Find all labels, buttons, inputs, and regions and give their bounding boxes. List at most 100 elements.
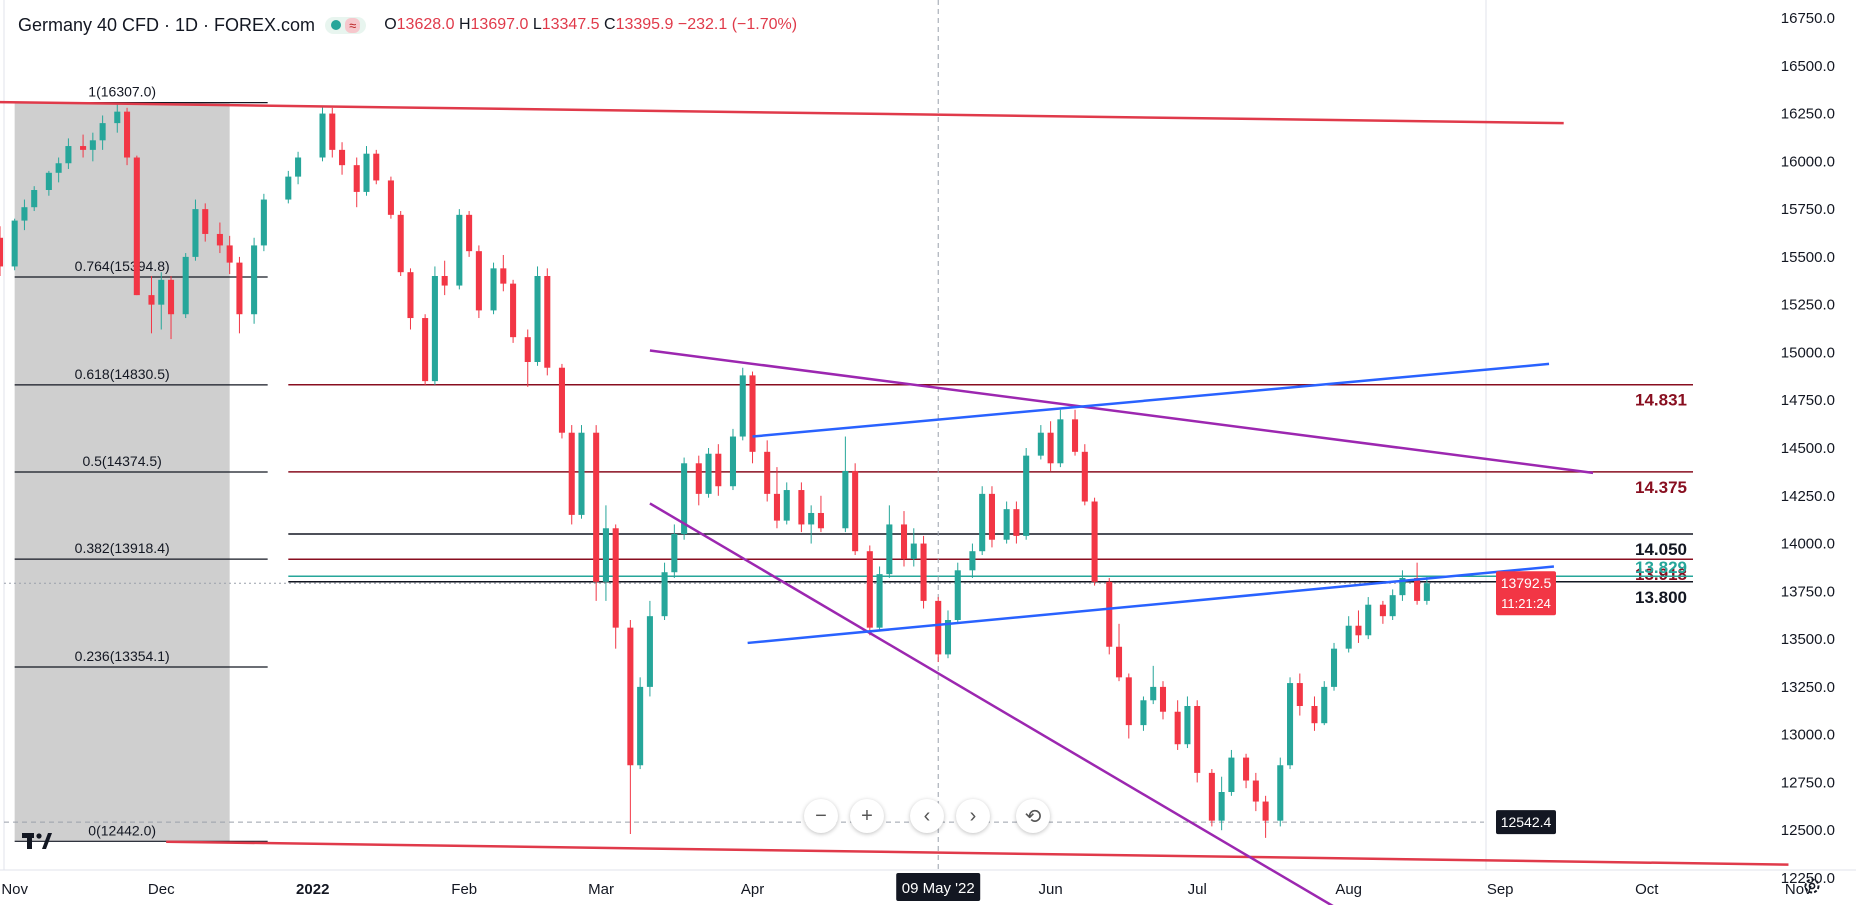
candle-body	[1296, 683, 1303, 706]
candle-body	[167, 279, 175, 315]
zoom-out-button[interactable]: −	[804, 799, 838, 833]
y-tick-label: 12500.0	[1781, 822, 1835, 839]
y-tick-label: 13250.0	[1781, 679, 1835, 696]
chart-navigation: − + ‹ › ⟲	[804, 799, 1050, 833]
candle-body	[192, 209, 199, 257]
candle-body	[226, 245, 233, 263]
candle-body	[1081, 451, 1088, 502]
horizontal-level-label: 13.829	[1635, 558, 1687, 577]
horizontal-level-label: 14.050	[1635, 540, 1687, 559]
candle-body	[319, 113, 326, 158]
candle-body	[1262, 801, 1269, 821]
candle-body	[671, 534, 678, 573]
candle-body	[1057, 419, 1064, 464]
candle-body	[749, 375, 756, 452]
last-price-tag	[1496, 571, 1556, 616]
trend-line	[649, 502, 1334, 905]
scroll-left-button[interactable]: ‹	[910, 799, 944, 833]
candle-body	[89, 140, 96, 150]
gear-icon[interactable]	[1802, 876, 1822, 901]
candle-body	[739, 375, 746, 437]
candle-body	[80, 146, 87, 150]
candle-body	[373, 153, 380, 181]
crosshair-date-tag	[896, 873, 981, 901]
candle-body	[148, 295, 155, 305]
candle-body	[500, 268, 507, 284]
candle-body	[944, 620, 952, 655]
candle-body	[695, 463, 702, 494]
candle-body	[45, 172, 52, 190]
x-tick-label: Oct	[1635, 881, 1659, 898]
candle-body	[681, 463, 688, 534]
tradingview-logo-icon[interactable]	[22, 833, 52, 856]
candle-body	[1194, 706, 1201, 773]
instrument-title[interactable]: Germany 40 CFD · 1D · FOREX.com	[18, 14, 316, 35]
crosshair-price-label: 12542.4	[1501, 814, 1552, 830]
approx-icon: ≈	[345, 17, 361, 33]
close-value: 13395.9	[615, 16, 674, 33]
candle-body	[1174, 711, 1181, 745]
zoom-in-button[interactable]: +	[850, 799, 884, 833]
horizontal-level-label: 14.375	[1635, 478, 1687, 497]
candle-body	[21, 207, 28, 221]
candle-body	[422, 318, 429, 382]
y-tick-label: 14500.0	[1781, 440, 1835, 457]
fibonacci-level-label: 0.236(13354.1)	[75, 648, 170, 664]
fibonacci-level-label: 0.5(14374.5)	[82, 453, 161, 469]
candle-body	[1159, 686, 1167, 712]
candle-body	[1218, 792, 1225, 821]
horizontal-level-label: 13.918	[1635, 565, 1687, 584]
reset-chart-button[interactable]: ⟲	[1016, 799, 1050, 833]
y-tick-label: 14250.0	[1781, 488, 1835, 505]
candle-body	[988, 493, 995, 540]
candle-body	[1037, 432, 1044, 456]
change-value: −232.1 (−1.70%)	[677, 16, 798, 33]
y-tick-label: 13750.0	[1781, 583, 1835, 600]
candle-body	[773, 493, 780, 521]
candle-body	[1399, 577, 1406, 596]
candle-body	[568, 432, 575, 515]
candle-body	[1072, 419, 1079, 452]
candle-body	[65, 146, 72, 164]
x-tick-label: Sep	[1487, 881, 1514, 898]
candle-body	[1311, 706, 1318, 724]
candle-body	[558, 367, 565, 433]
candle-body	[1355, 625, 1362, 636]
high-value: 13697.0	[470, 16, 529, 33]
candlesticks	[0, 102, 1430, 838]
candle-body	[1047, 432, 1054, 464]
x-tick-label: Dec	[148, 881, 175, 898]
candle-body	[431, 276, 438, 382]
candle-body	[715, 453, 722, 487]
candle-body	[817, 512, 824, 529]
x-tick-label: Jun	[1039, 881, 1063, 898]
y-tick-label: 12750.0	[1781, 774, 1835, 791]
y-tick-label: 13500.0	[1781, 631, 1835, 648]
candle-body	[11, 220, 18, 267]
y-tick-label: 14750.0	[1781, 392, 1835, 409]
x-tick-label: 2022	[296, 881, 329, 898]
candle-body	[1423, 583, 1430, 601]
candle-body	[1023, 455, 1030, 536]
candle-body	[1013, 509, 1020, 536]
horizontal-level-label: 13.800	[1635, 588, 1687, 607]
candle-body	[798, 490, 805, 525]
fibonacci-level-label: 0.764(15394.8)	[75, 258, 170, 274]
horizontal-level-label: 14.831	[1635, 391, 1687, 410]
candle-body	[1287, 683, 1294, 766]
candle-body	[1321, 686, 1328, 724]
candle-body	[397, 214, 404, 273]
candle-body	[490, 268, 497, 311]
candle-body	[578, 432, 585, 515]
status-badge[interactable]: ≈	[325, 16, 367, 34]
scroll-right-button[interactable]: ›	[956, 799, 990, 833]
candle-body	[646, 616, 653, 687]
candle-body	[1330, 648, 1338, 687]
candle-body	[979, 493, 986, 552]
trend-line	[166, 840, 1789, 866]
candle-body	[876, 574, 883, 628]
candle-body	[133, 157, 140, 296]
